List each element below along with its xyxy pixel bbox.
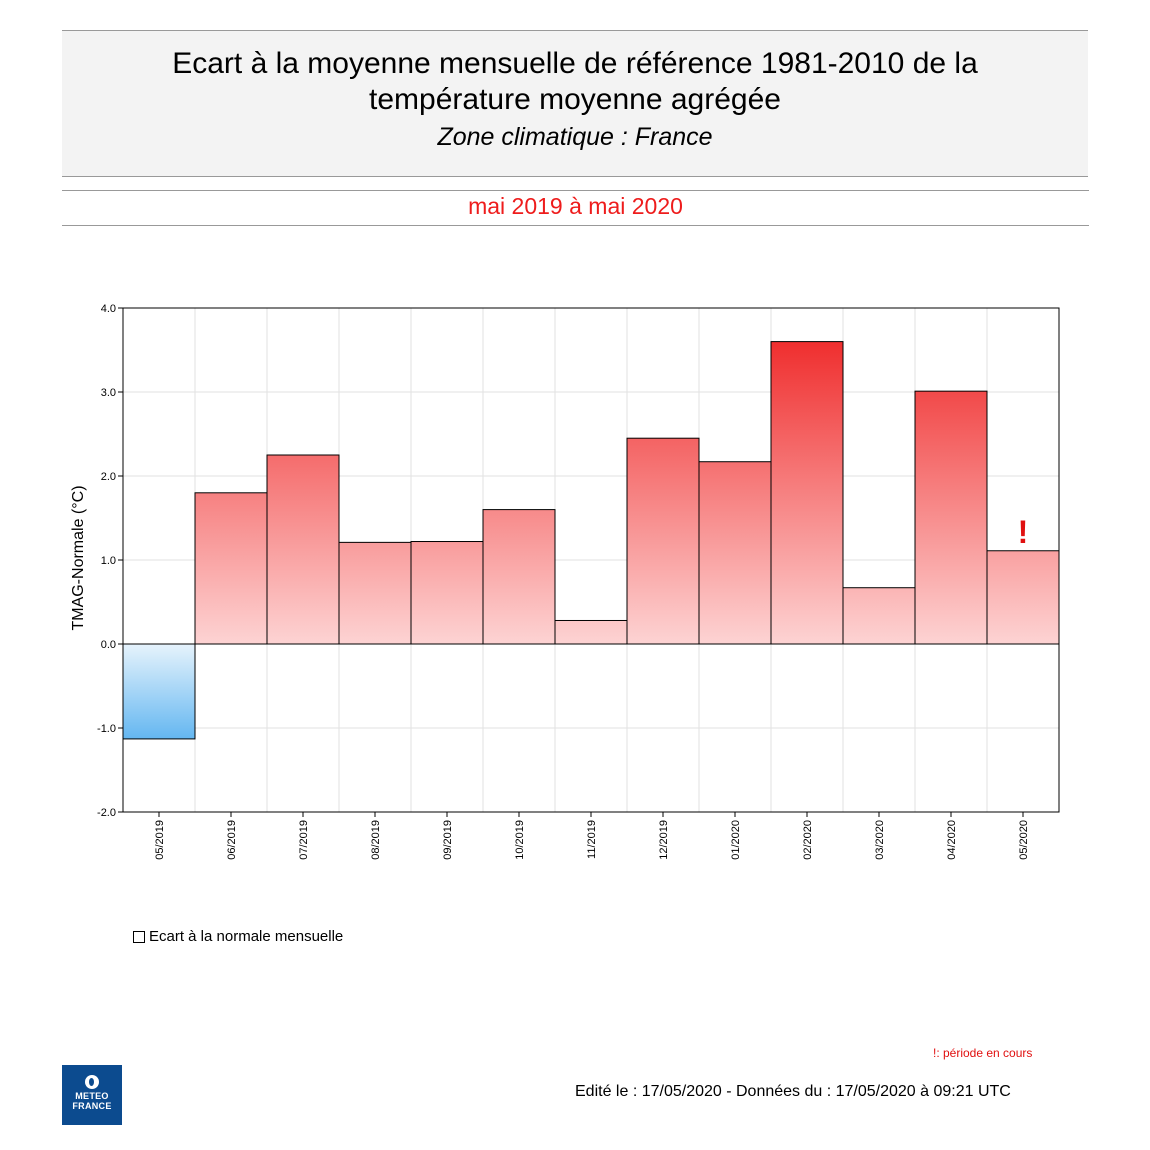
edited-info: Edité le : 17/05/2020 - Données du : 17/… (575, 1083, 1011, 1100)
x-tick-label: 12/2019 (658, 820, 670, 860)
x-tick-label: 10/2019 (514, 820, 526, 860)
x-tick-label: 11/2019 (586, 820, 598, 859)
x-tick-label: 05/2020 (1018, 820, 1030, 860)
y-tick-label: -2.0 (97, 807, 116, 819)
y-tick-label: 1.0 (101, 555, 116, 567)
bar (266, 454, 340, 645)
chart-header: Ecart à la moyenne mensuelle de référenc… (62, 30, 1088, 177)
bar (842, 587, 916, 645)
y-tick-label: 3.0 (101, 387, 116, 399)
bar (338, 541, 412, 645)
meteo-france-logo: METEO FRANCE (62, 1065, 122, 1125)
x-tick-label: 04/2020 (946, 820, 958, 860)
x-tick-label: 01/2020 (730, 820, 742, 860)
y-axis-label: TMAG-Normale (°C) (70, 485, 87, 630)
bar (410, 541, 484, 645)
bar (482, 509, 556, 645)
x-tick-label: 07/2019 (298, 820, 310, 860)
period-label: mai 2019 à mai 2020 (468, 193, 683, 219)
bar (698, 461, 772, 645)
x-tick-label: 03/2020 (874, 820, 886, 860)
y-tick-label: 2.0 (101, 471, 116, 483)
y-tick-label: 4.0 (101, 303, 116, 315)
bar (554, 619, 628, 645)
bar (770, 341, 844, 645)
divider-top (62, 190, 1089, 191)
x-tick-label: 06/2019 (226, 820, 238, 860)
bar (986, 550, 1060, 645)
x-tick-label: 09/2019 (442, 820, 454, 860)
x-tick-label: 05/2019 (154, 820, 166, 860)
x-tick-label: 02/2020 (802, 820, 814, 860)
logo-line1: METEO (75, 1091, 109, 1101)
legend-swatch (133, 931, 145, 943)
chart-subtitle: Zone climatique : France (437, 123, 713, 151)
y-tick-label: 0.0 (101, 639, 116, 651)
bar (914, 390, 988, 645)
y-tick-label: -1.0 (97, 723, 116, 735)
logo-mark-icon (85, 1075, 99, 1089)
bar (626, 437, 700, 645)
legend: Ecart à la normale mensuelle (133, 928, 343, 946)
divider-bottom (62, 225, 1089, 226)
legend-label: Ecart à la normale mensuelle (149, 928, 344, 945)
current-period-note: !: période en cours (933, 1046, 1033, 1060)
x-tick-label: 08/2019 (370, 820, 382, 860)
bar (122, 643, 196, 740)
bar (194, 492, 268, 645)
current-period-marker: ! (1018, 514, 1029, 550)
logo-line2: FRANCE (72, 1101, 112, 1111)
chart-title-line2: température moyenne agrégée (369, 83, 781, 116)
chart-title-line1: Ecart à la moyenne mensuelle de référenc… (172, 47, 978, 80)
